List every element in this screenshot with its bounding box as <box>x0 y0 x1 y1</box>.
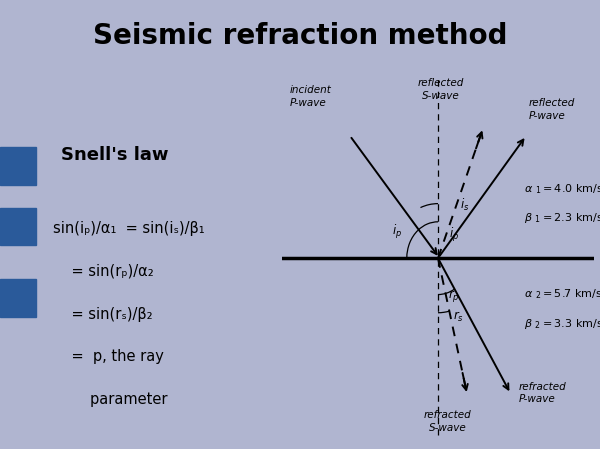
Text: $i_s$: $i_s$ <box>460 197 469 213</box>
Text: refracted
S-wave: refracted S-wave <box>424 410 471 433</box>
Text: Snell's law: Snell's law <box>61 146 168 164</box>
Text: Seismic refraction method: Seismic refraction method <box>93 22 507 50</box>
Text: $i_p$: $i_p$ <box>392 223 403 241</box>
Text: reflected
P-wave: reflected P-wave <box>529 98 575 120</box>
Text: = sin(rₚ)/α₂: = sin(rₚ)/α₂ <box>53 264 154 279</box>
Text: $\beta\ _1 = 2.3\ \rm{km/s}$: $\beta\ _1 = 2.3\ \rm{km/s}$ <box>524 211 600 225</box>
Text: $\alpha\ _1 = 4.0\ \rm{km/s}$: $\alpha\ _1 = 4.0\ \rm{km/s}$ <box>524 182 600 196</box>
Text: $\beta\ _2 = 3.3\ \rm{km/s}$: $\beta\ _2 = 3.3\ \rm{km/s}$ <box>524 317 600 330</box>
Text: = sin(rₛ)/β₂: = sin(rₛ)/β₂ <box>53 307 152 321</box>
Bar <box>0 207 36 245</box>
Text: $\alpha\ _2 = 5.7\ \rm{km/s}$: $\alpha\ _2 = 5.7\ \rm{km/s}$ <box>524 288 600 301</box>
Text: $r_s$: $r_s$ <box>453 310 464 324</box>
Text: incident
P-wave: incident P-wave <box>290 85 332 108</box>
Text: sin(iₚ)/α₁  = sin(iₛ)/β₁: sin(iₚ)/α₁ = sin(iₛ)/β₁ <box>53 221 205 236</box>
Text: parameter: parameter <box>53 392 167 407</box>
Text: refracted
P-wave: refracted P-wave <box>519 382 567 404</box>
Text: $i_p$: $i_p$ <box>449 226 458 244</box>
Text: reflected
S-wave: reflected S-wave <box>418 78 464 101</box>
Text: $r_p$: $r_p$ <box>448 288 460 304</box>
Text: =  p, the ray: = p, the ray <box>53 349 164 365</box>
Bar <box>0 279 36 317</box>
Bar <box>0 147 36 185</box>
